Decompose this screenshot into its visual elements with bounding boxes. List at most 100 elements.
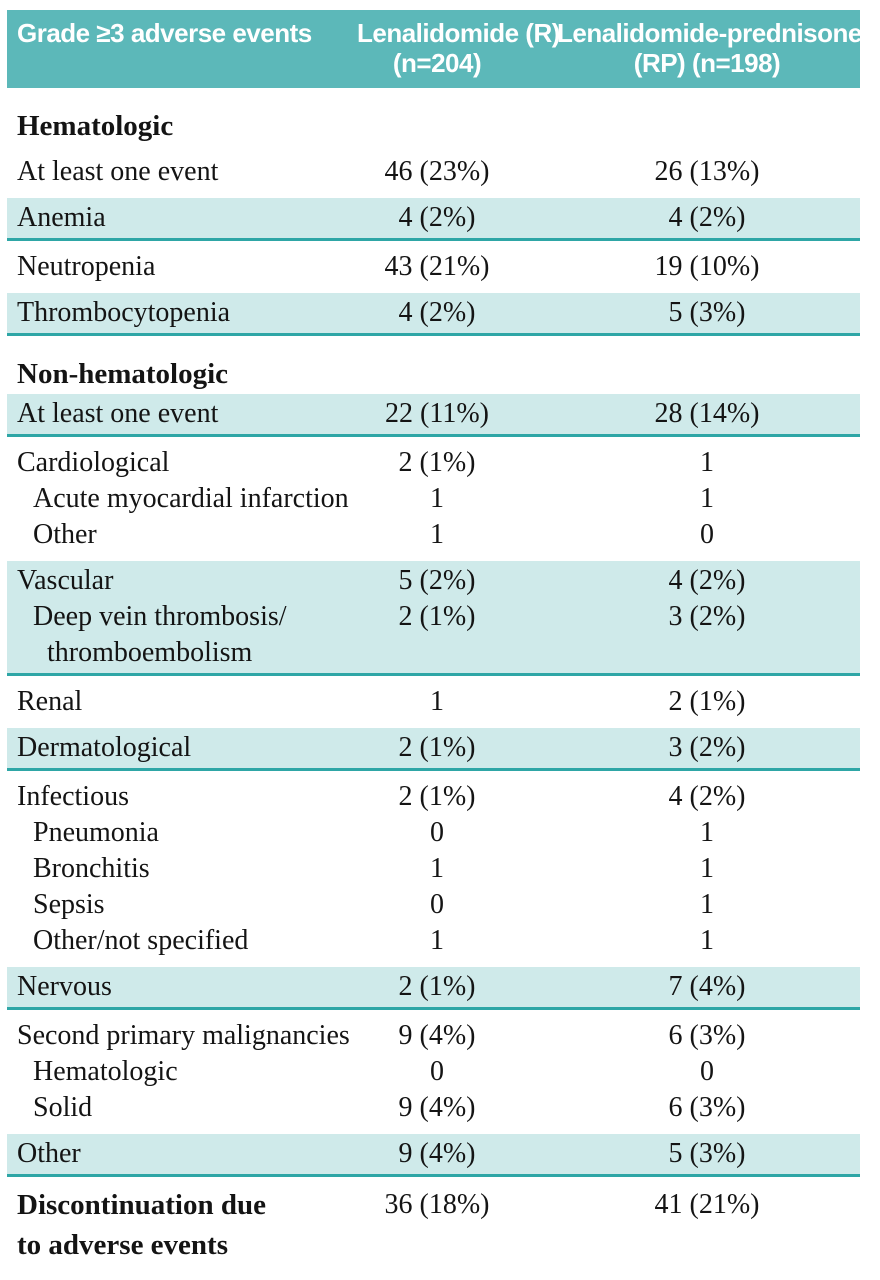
row-label: Infectious <box>17 781 129 812</box>
value-lenalidomide: 43 (21%) <box>384 251 490 282</box>
row-label: Discontinuation due <box>17 1189 266 1221</box>
value-lenalidomide: 2 (1%) <box>398 781 476 812</box>
value-lenalidomide-prednisone: 28 (14%) <box>654 398 760 429</box>
value-lenalidomide-prednisone: 19 (10%) <box>654 251 760 282</box>
value-lenalidomide: 22 (11%) <box>385 398 489 429</box>
value-lenalidomide-prednisone: 1 <box>700 817 714 848</box>
row-group: Neutropenia 43 (21%) 19 (10%) <box>7 241 860 293</box>
value-lenalidomide-prednisone <box>557 1225 857 1265</box>
value-lenalidomide-prednisone: 4 (2%) <box>668 781 746 812</box>
row-label: Thrombocytopenia <box>17 297 231 328</box>
value-lenalidomide-prednisone: 3 (2%) <box>668 601 746 632</box>
row-group: Renal 1 2 (1%) <box>7 676 860 728</box>
table-row: Bronchitis 1 1 <box>7 851 860 887</box>
value-lenalidomide <box>357 1225 517 1265</box>
value-lenalidomide-prednisone: 2 (1%) <box>668 686 746 717</box>
value-lenalidomide: 4 (2%) <box>398 202 476 233</box>
value-lenalidomide: 1 <box>430 925 444 956</box>
table-row: Neutropenia 43 (21%) 19 (10%) <box>7 249 860 285</box>
value-lenalidomide-prednisone: 0 <box>700 519 714 550</box>
value-lenalidomide: 36 (18%) <box>384 1189 490 1220</box>
section-heading: Hematologic <box>17 110 174 142</box>
value-lenalidomide: 1 <box>430 686 444 717</box>
table-row: Other/not specified 1 1 <box>7 923 860 959</box>
value-lenalidomide-prednisone <box>557 635 857 671</box>
value-lenalidomide: 9 (4%) <box>398 1138 476 1169</box>
row-label: Dermatological <box>17 732 192 763</box>
value-lenalidomide-prednisone: 4 (2%) <box>668 202 746 233</box>
value-lenalidomide: 46 (23%) <box>384 156 490 187</box>
value-lenalidomide: 1 <box>430 853 444 884</box>
row-label: Hematologic <box>33 1056 178 1087</box>
table-row: Thrombocytopenia 4 (2%) 5 (3%) <box>7 295 860 331</box>
row-label: Nervous <box>17 971 112 1002</box>
value-lenalidomide: 2 (1%) <box>398 971 476 1002</box>
row-label: Vascular <box>17 565 114 596</box>
table-row: At least one event 22 (11%) 28 (14%) <box>7 396 860 432</box>
value-lenalidomide-prednisone: 1 <box>700 889 714 920</box>
shaded-row-group: Anemia 4 (2%) 4 (2%) <box>7 198 860 241</box>
value-lenalidomide: 5 (2%) <box>398 565 476 596</box>
row-label: Renal <box>17 686 83 717</box>
header-col-lenalidomide-prednisone-line2: (RP) (n=198) <box>633 48 781 78</box>
shaded-row-group: At least one event 22 (11%) 28 (14%) <box>7 394 860 437</box>
row-group: At least one event 46 (23%) 26 (13%) <box>7 146 860 198</box>
shaded-row-group: Thrombocytopenia 4 (2%) 5 (3%) <box>7 293 860 336</box>
header-col-adverse-events: Grade ≥3 adverse events <box>17 18 312 48</box>
value-lenalidomide: 1 <box>430 519 444 550</box>
table-row: Infectious 2 (1%) 4 (2%) <box>7 779 860 815</box>
row-label: Pneumonia <box>33 817 159 848</box>
table-row: Other 9 (4%) 5 (3%) <box>7 1136 860 1172</box>
table-row: Acute myocardial infarction 1 1 <box>7 481 860 517</box>
value-lenalidomide-prednisone: 5 (3%) <box>668 1138 746 1169</box>
shaded-row-group: Nervous 2 (1%) 7 (4%) <box>7 967 860 1010</box>
value-lenalidomide: 2 (1%) <box>398 601 476 632</box>
header-col-lenalidomide: Lenalidomide (R) (n=204) <box>357 18 560 78</box>
row-label: Neutropenia <box>17 251 156 282</box>
value-lenalidomide: 0 <box>430 817 444 848</box>
value-lenalidomide-prednisone: 6 (3%) <box>668 1092 746 1123</box>
row-label: Acute myocardial infarction <box>33 483 349 514</box>
shaded-row-group: Dermatological 2 (1%) 3 (2%) <box>7 728 860 771</box>
value-lenalidomide-prednisone: 1 <box>700 925 714 956</box>
table-row: Solid 9 (4%) 6 (3%) <box>7 1090 860 1126</box>
row-label: to adverse events <box>17 1229 229 1261</box>
table-row: to adverse events <box>7 1225 860 1265</box>
value-lenalidomide: 2 (1%) <box>398 447 476 478</box>
row-label: Cardiological <box>17 447 170 478</box>
table-row: Pneumonia 0 1 <box>7 815 860 851</box>
header-col-lenalidomide-prednisone-line1: Lenalidomide-prednisone <box>557 18 862 48</box>
value-lenalidomide-prednisone: 7 (4%) <box>668 971 746 1002</box>
row-label: thromboembolism <box>47 637 253 668</box>
section-heading: Non-hematologic <box>17 358 229 390</box>
row-group: Second primary malignancies 9 (4%) 6 (3%) H… <box>7 1010 860 1134</box>
table-row: Anemia 4 (2%) 4 (2%) <box>7 200 860 236</box>
table-row: Sepsis 0 1 <box>7 887 860 923</box>
value-lenalidomide: 2 (1%) <box>398 732 476 763</box>
table-row: Other 1 0 <box>7 517 860 553</box>
value-lenalidomide: 0 <box>430 889 444 920</box>
row-label: Solid <box>33 1092 93 1123</box>
header-col-lenalidomide-line2: (n=204) <box>392 48 482 78</box>
row-label: Sepsis <box>33 889 105 920</box>
value-lenalidomide-prednisone: 41 (21%) <box>654 1189 760 1220</box>
value-lenalidomide: 4 (2%) <box>398 297 476 328</box>
row-label: Anemia <box>17 202 106 233</box>
value-lenalidomide: 1 <box>430 483 444 514</box>
row-label: Deep vein thrombosis/ <box>33 601 287 632</box>
adverse-events-table: Grade ≥3 adverse events Lenalidomide (R)… <box>7 10 862 1273</box>
row-label: Bronchitis <box>33 853 150 884</box>
value-lenalidomide: 9 (4%) <box>398 1092 476 1123</box>
row-group: Infectious 2 (1%) 4 (2%) Pneumonia 0 1 Bronchi… <box>7 771 860 967</box>
row-group: Discontinuation due 36 (18%) 41 (21%) to ad… <box>7 1177 860 1273</box>
table-body: Hematologic At least one event 46 (23%) 26 … <box>7 88 860 1273</box>
table-row: Deep vein thrombosis/2 (1%) 3 (2%) <box>7 599 860 635</box>
value-lenalidomide-prednisone: 1 <box>700 447 714 478</box>
row-label: Second primary malignancies <box>17 1020 350 1051</box>
table-header-row: Grade ≥3 adverse events Lenalidomide (R)… <box>7 10 862 88</box>
header-col-lenalidomide-prednisone: Lenalidomide-prednisone (RP) (n=198) <box>557 18 862 78</box>
table-row: Cardiological 2 (1%) 1 <box>7 445 860 481</box>
row-label: Other <box>17 1138 81 1169</box>
table-row: Nervous 2 (1%) 7 (4%) <box>7 969 860 1005</box>
table-row: At least one event 46 (23%) 26 (13%) <box>7 154 860 190</box>
